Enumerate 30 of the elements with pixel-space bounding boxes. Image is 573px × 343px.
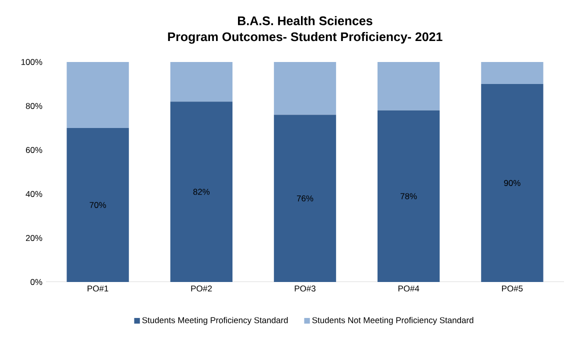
- data-label: 76%: [296, 195, 314, 202]
- bar: [170, 62, 232, 102]
- chart-title: B.A.S. Health Sciences: [238, 16, 372, 26]
- x-tick-label: PO#4: [398, 286, 420, 292]
- y-tick-label: 20%: [26, 235, 42, 241]
- legend-label: Students Meeting Proficiency Standard: [142, 316, 288, 325]
- data-label: 78%: [400, 193, 417, 200]
- x-tick-label: PO#1: [88, 286, 108, 292]
- x-tick-label: PO#5: [502, 286, 523, 292]
- data-label: 90%: [504, 180, 520, 186]
- data-label: 70%: [90, 202, 106, 208]
- bar: [481, 84, 544, 282]
- y-tick-label: 40%: [26, 191, 42, 197]
- x-tick-label: PO#3: [294, 286, 316, 292]
- bar: [378, 62, 440, 110]
- chart-subtitle: Program Outcomes- Student Proficiency- 2021: [168, 32, 442, 44]
- y-tick-label: 0%: [30, 279, 42, 285]
- y-tick-label: 80%: [26, 103, 42, 109]
- bar: [481, 62, 544, 84]
- data-label: 82%: [193, 188, 210, 195]
- y-tick-label: 60%: [26, 147, 42, 153]
- y-tick-label: 100%: [21, 59, 42, 65]
- x-tick-label: PO#2: [191, 286, 212, 292]
- bar: [66, 62, 129, 128]
- bar: [66, 128, 129, 282]
- legend-label: Students Not Meeting Proficiency Standard: [312, 316, 474, 325]
- bar: [170, 102, 232, 282]
- bar: [274, 114, 336, 282]
- bar: [274, 62, 336, 115]
- bar: [378, 110, 440, 282]
